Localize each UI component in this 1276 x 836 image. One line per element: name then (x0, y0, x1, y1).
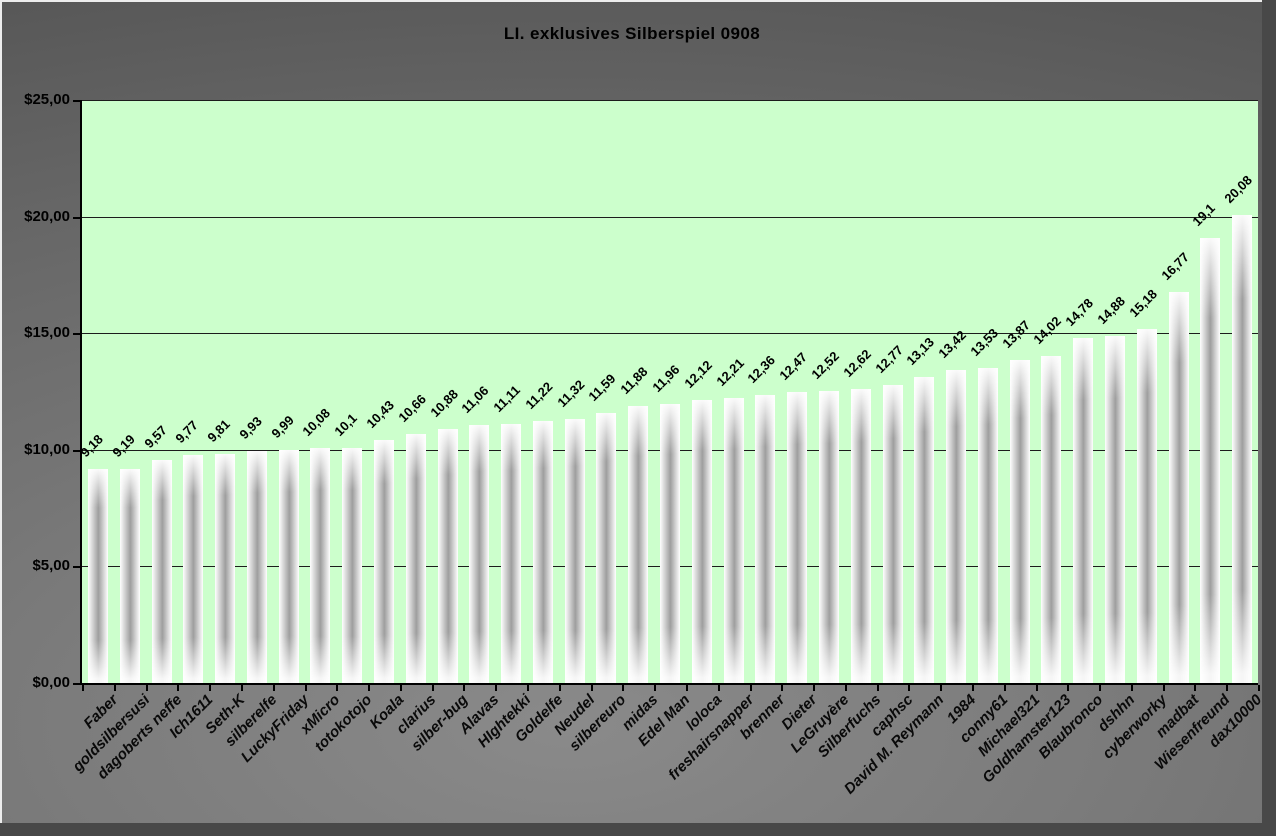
bar (1073, 338, 1094, 683)
x-tick-mark (1099, 685, 1102, 691)
x-tick-mark (1162, 685, 1165, 691)
x-tick-mark (685, 685, 688, 691)
x-tick-mark (1258, 685, 1260, 691)
y-axis-label: $10,00 (24, 440, 70, 458)
bar (1168, 291, 1189, 683)
bar (278, 450, 299, 683)
gridline (82, 100, 1258, 101)
x-tick-mark (749, 685, 752, 691)
bar (787, 392, 808, 683)
x-tick-mark (590, 685, 593, 691)
bar (660, 404, 680, 683)
bar (850, 388, 871, 683)
bar (469, 425, 490, 683)
bar (691, 400, 712, 683)
x-tick-mark (240, 685, 243, 691)
x-tick-mark (844, 685, 847, 691)
x-tick-mark (272, 685, 275, 691)
bar (532, 421, 553, 683)
x-tick-mark (463, 685, 466, 691)
x-tick-mark (908, 685, 911, 691)
x-tick-mark (1035, 685, 1038, 691)
bar (1105, 336, 1125, 683)
x-tick-mark (781, 685, 784, 691)
bar (215, 454, 235, 683)
y-axis (80, 100, 82, 685)
x-tick-mark (495, 685, 498, 691)
bar (755, 394, 776, 683)
bar (373, 439, 394, 683)
x-tick-mark (368, 685, 371, 691)
x-tick-mark (304, 685, 307, 691)
x-tick-mark (717, 685, 720, 691)
x-tick-mark (1226, 685, 1229, 691)
x-tick-mark (813, 685, 815, 691)
y-axis-label: $15,00 (24, 324, 70, 342)
y-tick-mark (73, 100, 80, 102)
x-tick-mark (971, 685, 974, 691)
chart-title: LI. exklusives Silberspiel 0908 (503, 24, 761, 43)
bar (914, 376, 935, 683)
x-axis (80, 683, 1258, 685)
y-tick-mark (73, 566, 80, 569)
bar (946, 370, 967, 683)
bar (1041, 356, 1062, 683)
bar (183, 455, 204, 683)
bar (1200, 237, 1221, 683)
bar (501, 423, 522, 683)
x-tick-mark (1003, 685, 1006, 691)
y-axis-label: $5,00 (32, 557, 70, 575)
x-tick-mark (209, 685, 212, 691)
x-tick-mark (527, 685, 529, 691)
x-tick-mark (876, 685, 879, 691)
bar (119, 468, 140, 683)
bar (628, 406, 649, 683)
bar (596, 412, 617, 683)
y-tick-mark (73, 333, 80, 336)
bar (977, 367, 998, 683)
bar (87, 468, 108, 683)
y-axis-label: $20,00 (24, 207, 70, 225)
bar (1136, 329, 1157, 683)
bar (246, 451, 267, 683)
x-tick-mark (1130, 685, 1133, 691)
gridline (82, 333, 1258, 335)
x-tick-mark (558, 685, 561, 691)
x-tick-mark (113, 685, 116, 691)
y-tick-mark (73, 216, 80, 219)
x-tick-mark (1194, 685, 1197, 691)
bar (151, 459, 172, 683)
y-tick-mark (73, 449, 80, 452)
y-axis-label: $0,00 (32, 674, 70, 691)
bar (310, 447, 331, 683)
bar (437, 429, 458, 683)
x-tick-mark (399, 685, 402, 691)
bar (882, 385, 903, 683)
y-tick-mark (73, 683, 80, 685)
bar (342, 447, 363, 683)
x-tick-mark (82, 685, 84, 691)
bar (723, 398, 744, 683)
bar (405, 434, 426, 683)
x-tick-mark (431, 685, 434, 691)
bar (818, 391, 839, 683)
x-tick-mark (940, 685, 943, 691)
x-tick-mark (336, 685, 339, 691)
chart-canvas: LI. exklusives Silberspiel 0908 $25,00 $2… (0, 0, 1265, 823)
x-tick-mark (654, 685, 657, 691)
x-tick-mark (145, 685, 148, 691)
y-axis-label: $25,00 (24, 91, 70, 108)
bar (1232, 214, 1253, 683)
bar (1009, 359, 1030, 683)
x-tick-mark (622, 685, 625, 691)
bar (564, 419, 585, 683)
gridline (82, 216, 1258, 218)
x-tick-mark (177, 685, 180, 691)
x-tick-mark (1067, 685, 1070, 691)
